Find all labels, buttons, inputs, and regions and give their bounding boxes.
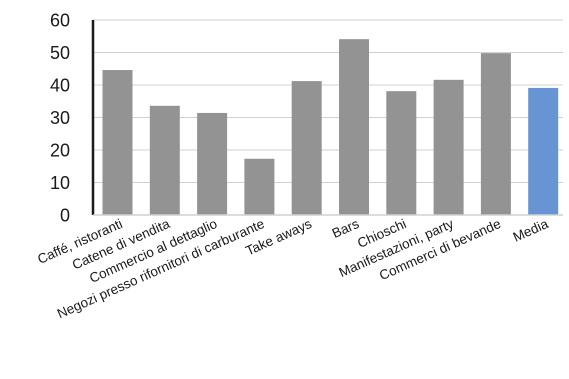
y-tick-labels: 0 10 20 30 40 50 60	[50, 11, 70, 226]
y-tick-label: 0	[60, 206, 70, 226]
bar	[244, 158, 275, 215]
y-tick-label: 10	[50, 173, 70, 193]
y-tick-label: 60	[50, 11, 70, 31]
y-tick-label: 20	[50, 141, 70, 161]
bar	[433, 79, 464, 215]
y-tick-label: 30	[50, 108, 70, 128]
bar	[197, 112, 228, 215]
axis-layer	[91, 20, 563, 216]
y-tick-label: 40	[50, 76, 70, 96]
bar	[102, 70, 133, 215]
bar-layer	[102, 39, 559, 216]
bar	[480, 53, 511, 216]
x-category-label: Media	[511, 216, 551, 245]
bar	[339, 39, 369, 215]
y-tick-label: 50	[50, 43, 70, 63]
bar	[291, 81, 322, 215]
bar	[386, 91, 417, 215]
bar	[149, 105, 180, 215]
bar-average	[528, 87, 559, 215]
